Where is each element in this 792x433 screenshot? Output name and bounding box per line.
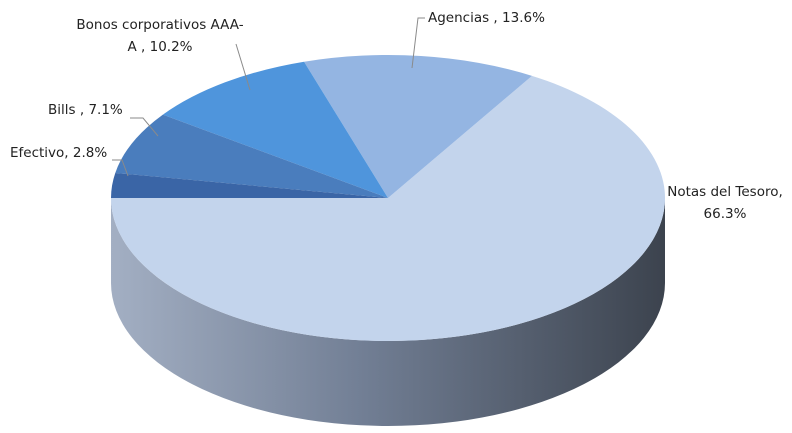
category-label: Agencias ,: [428, 10, 498, 26]
slice-label: Bonos corporativos AAA-A , 10.2%: [75, 14, 245, 58]
slice-label: Bills , 7.1%: [48, 99, 123, 121]
pie-slice: [162, 61, 388, 198]
slice-label: Efectivo, 2.8%: [10, 142, 107, 164]
category-label: Bills ,: [48, 102, 85, 118]
slice-side: [111, 198, 665, 426]
value-label: 10.2%: [149, 39, 193, 55]
slice-label: Agencias , 13.6%: [428, 7, 545, 29]
value-label: 2.8%: [72, 145, 108, 161]
pie-sides: [111, 198, 665, 426]
value-label: 66.3%: [703, 206, 747, 222]
pie-slice: [304, 55, 532, 199]
category-label: Efectivo,: [10, 145, 69, 161]
pie-slice: [111, 75, 665, 342]
pie-slice: [111, 172, 388, 198]
value-label: 7.1%: [88, 102, 123, 118]
value-label: 13.6%: [502, 10, 545, 26]
leader-line: [130, 117, 159, 137]
pie-tops: [111, 55, 665, 342]
leader-line: [235, 43, 251, 91]
category-label: Notas del Tesoro,: [667, 184, 783, 200]
leader-line: [411, 17, 425, 69]
pie-slice: [115, 114, 388, 198]
slice-label: Notas del Tesoro, 66.3%: [655, 181, 792, 225]
category-label: Bonos corporativos AAA-A ,: [76, 17, 244, 55]
leader-line: [112, 159, 129, 177]
